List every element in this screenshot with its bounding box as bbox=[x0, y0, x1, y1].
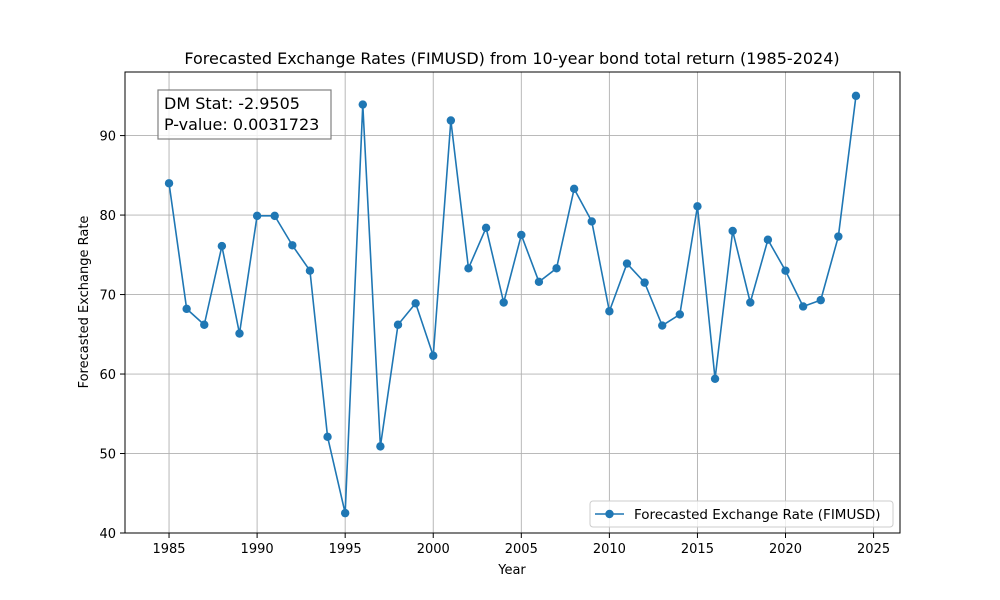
data-point bbox=[622, 259, 632, 268]
data-point bbox=[252, 211, 262, 221]
x-tick-label: 2010 bbox=[593, 542, 626, 557]
ticks: 1985 1990 1995 2000 2005 2010 2015 2020 2025 40 50… bbox=[99, 130, 890, 557]
data-point bbox=[217, 241, 227, 251]
data-point bbox=[481, 223, 491, 232]
legend-box bbox=[589, 500, 894, 528]
plot-frame bbox=[124, 71, 901, 534]
series-line bbox=[168, 95, 857, 514]
grid bbox=[125, 72, 900, 534]
x-tick-label: 2015 bbox=[681, 542, 714, 557]
y-tick-label: 60 bbox=[99, 368, 116, 383]
data-point bbox=[323, 432, 332, 442]
data-point bbox=[834, 232, 843, 241]
y-axis-label: Forecasted Exchange Rate bbox=[77, 216, 92, 389]
y-tick-label: 90 bbox=[99, 130, 116, 145]
chart-title: Forecasted Exchange Rates (FIMUSD) from … bbox=[184, 49, 839, 68]
data-point bbox=[164, 179, 174, 188]
data-point bbox=[288, 241, 297, 250]
data-point bbox=[569, 184, 579, 194]
data-point bbox=[798, 302, 808, 311]
data-point bbox=[763, 235, 773, 244]
stats-annotation: DM Stat: -2.9505 P-value: 0.0031723 bbox=[157, 89, 332, 140]
y-tick-label: 70 bbox=[99, 289, 116, 304]
data-point bbox=[675, 310, 685, 319]
data-point bbox=[340, 508, 350, 518]
data-point bbox=[746, 298, 755, 307]
data-point bbox=[728, 226, 737, 236]
legend: Forecasted Exchange Rate (FIMUSD) bbox=[589, 500, 894, 528]
x-tick-label: 1985 bbox=[152, 542, 185, 557]
series-layer bbox=[164, 91, 861, 518]
p-value-text: P-value: 0.0031723 bbox=[164, 115, 319, 134]
data-point bbox=[358, 100, 367, 109]
x-tick-label: 1995 bbox=[329, 542, 362, 557]
data-point bbox=[464, 264, 473, 273]
data-point bbox=[587, 217, 596, 226]
data-point bbox=[781, 266, 790, 275]
data-point bbox=[658, 321, 667, 330]
legend-point-marker bbox=[605, 509, 614, 519]
x-tick-label: 1990 bbox=[241, 542, 274, 557]
data-point bbox=[851, 91, 861, 101]
dm-stat-text: DM Stat: -2.9505 bbox=[164, 94, 300, 113]
y-tick-label: 80 bbox=[99, 209, 116, 224]
legend-label: Forecasted Exchange Rate (FIMUSD) bbox=[634, 507, 881, 523]
data-point bbox=[534, 277, 544, 287]
data-point bbox=[710, 374, 720, 384]
x-tick-label: 2005 bbox=[505, 542, 538, 557]
data-point bbox=[305, 266, 315, 275]
data-point bbox=[411, 299, 420, 308]
x-axis-label: Year bbox=[497, 563, 526, 578]
x-tick-label: 2025 bbox=[857, 542, 890, 557]
x-tick-label: 2000 bbox=[417, 542, 450, 557]
x-tick-label: 2020 bbox=[769, 542, 802, 557]
data-point bbox=[182, 304, 191, 314]
data-point bbox=[499, 298, 508, 307]
y-tick-label: 40 bbox=[99, 527, 116, 542]
data-point bbox=[605, 307, 614, 316]
data-point bbox=[270, 211, 279, 221]
data-point bbox=[429, 351, 438, 360]
data-point bbox=[816, 295, 825, 305]
stats-annotation-box bbox=[157, 89, 332, 140]
data-point bbox=[393, 320, 403, 329]
data-point bbox=[446, 116, 456, 125]
y-tick-label: 50 bbox=[99, 448, 116, 463]
data-point bbox=[517, 230, 526, 240]
data-point bbox=[640, 278, 649, 287]
data-point bbox=[376, 442, 385, 451]
data-point bbox=[200, 320, 209, 329]
data-point bbox=[552, 264, 561, 273]
data-point bbox=[693, 202, 702, 211]
data-point bbox=[235, 329, 244, 338]
